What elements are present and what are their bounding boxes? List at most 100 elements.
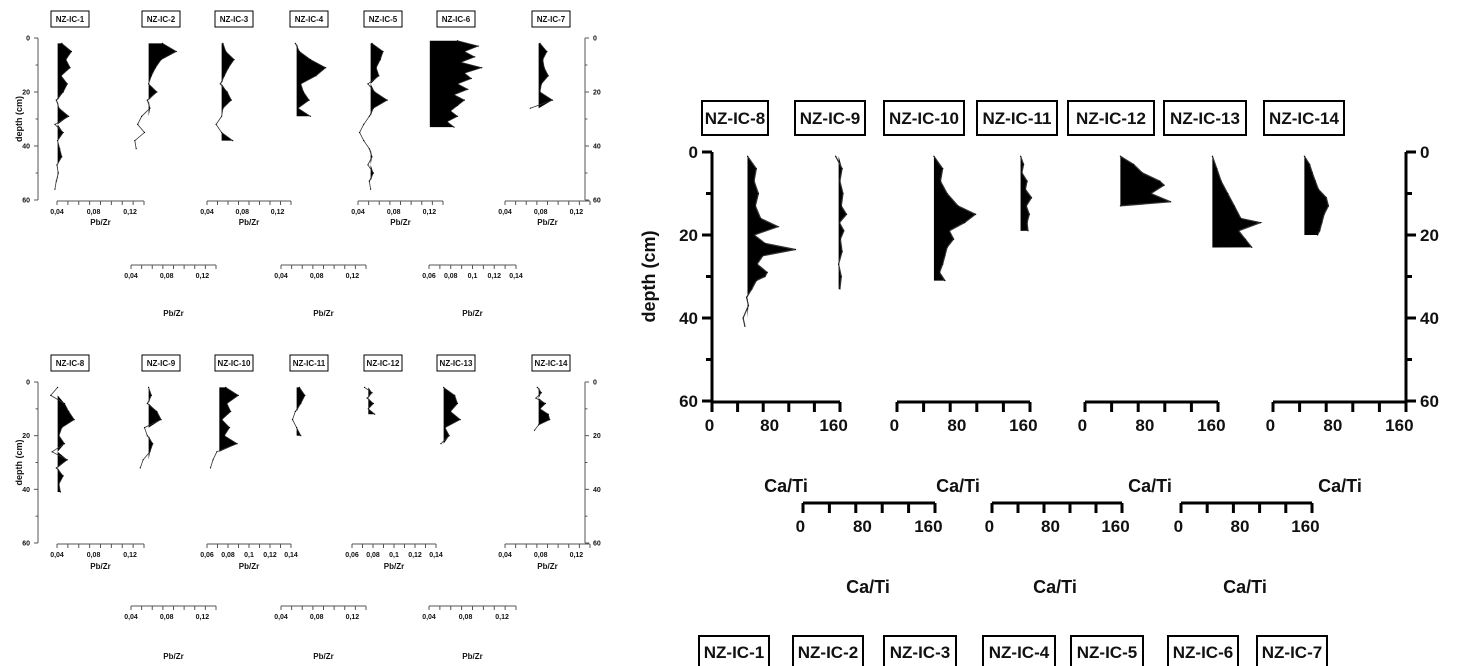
data-point <box>367 83 369 85</box>
data-point <box>1227 192 1229 195</box>
core-label-box <box>531 354 571 372</box>
data-point <box>363 140 365 142</box>
data-point <box>974 213 977 215</box>
data-point <box>547 413 549 415</box>
x-tick-label: 0,12 <box>495 614 509 621</box>
x-tick-label: 0,04 <box>124 614 138 621</box>
data-point <box>843 230 845 232</box>
series-fill-NZ-IC-14 <box>538 387 550 431</box>
core-label: NZ-IC-1 <box>56 15 85 24</box>
data-point <box>840 275 842 278</box>
data-point <box>148 386 150 388</box>
data-point <box>374 91 376 93</box>
data-point <box>55 99 57 101</box>
data-point <box>456 104 459 107</box>
data-point <box>467 88 469 90</box>
pbzr-top-y-tick-label-right: 0 <box>593 35 597 42</box>
pbzr-bottom-y-tick-label-right: 20 <box>593 433 601 440</box>
data-point <box>359 131 361 134</box>
data-point <box>453 94 455 96</box>
cati-y-tick-label-right: 60 <box>1420 392 1439 411</box>
cati-y-tick-label-left: 40 <box>679 309 698 328</box>
data-point <box>762 255 764 257</box>
data-point <box>948 230 950 232</box>
x-tick-label: 0,08 <box>310 273 324 280</box>
data-point <box>944 280 946 282</box>
core-label: NZ-IC-10 <box>889 109 959 128</box>
data-point <box>957 205 959 207</box>
x-tick-label: 0,12 <box>346 273 360 280</box>
core-label: NZ-IC-5 <box>369 15 398 24</box>
data-point <box>1233 205 1235 207</box>
data-point <box>236 443 238 445</box>
data-point <box>1028 213 1030 215</box>
data-point <box>375 67 377 69</box>
data-point <box>160 59 162 61</box>
series-fill-NZ-IC-10 <box>933 156 976 281</box>
data-point <box>841 168 843 170</box>
cati-y-tick-label-left: 20 <box>679 226 698 245</box>
pbzr-top-x-axis-title: Pb/Zr <box>163 309 183 318</box>
data-point <box>766 271 768 273</box>
core-label-box <box>1263 100 1345 136</box>
data-point <box>1303 155 1305 157</box>
core-label-box <box>141 354 181 372</box>
data-point <box>134 140 136 142</box>
data-point <box>233 59 235 61</box>
data-point <box>839 180 841 182</box>
data-point <box>296 427 298 429</box>
data-point <box>156 410 158 413</box>
data-point <box>456 40 459 42</box>
data-point <box>538 424 540 426</box>
data-point <box>54 188 56 190</box>
core-label-box <box>698 635 770 666</box>
core-label-box <box>1070 635 1144 666</box>
data-point <box>939 271 941 273</box>
data-point <box>228 427 231 429</box>
x-tick-label: 0,04 <box>274 273 288 280</box>
data-point <box>225 50 227 53</box>
series-line-NZ-IC-13 <box>1211 155 1263 248</box>
data-point <box>215 123 217 125</box>
data-point <box>55 180 57 182</box>
data-point <box>61 156 63 158</box>
data-point <box>386 99 388 101</box>
data-point <box>363 123 365 125</box>
data-point <box>367 164 369 166</box>
data-point <box>225 386 227 388</box>
data-point <box>61 42 63 45</box>
data-point <box>294 410 296 413</box>
x-tick-label: 0,1 <box>389 552 399 559</box>
pbzr-bottom-x-axis-title: Pb/Zr <box>462 652 482 661</box>
core-label: NZ-IC-1 <box>704 643 764 662</box>
core-label: NZ-IC-7 <box>537 15 566 24</box>
data-point <box>753 234 755 236</box>
pbzr-top-x-axis-title: Pb/Zr <box>313 309 333 318</box>
core-label: NZ-IC-14 <box>1269 109 1339 128</box>
data-point <box>1026 222 1028 224</box>
x-tick-label: 0,12 <box>123 209 137 216</box>
data-point <box>448 435 450 437</box>
cati-y-tick-label-right: 20 <box>1420 226 1439 245</box>
data-point <box>459 419 461 421</box>
x-tick-label: 0 <box>796 517 805 536</box>
x-tick-label: 0 <box>890 416 899 435</box>
x-tick-label: 0,04 <box>498 209 512 216</box>
data-point <box>160 419 162 421</box>
x-tick-label: 0,04 <box>50 552 64 559</box>
data-point <box>946 246 948 248</box>
data-point <box>547 75 549 77</box>
data-point <box>209 467 212 469</box>
data-point <box>1314 180 1316 182</box>
core-label-box <box>289 354 329 372</box>
data-point <box>1211 155 1213 157</box>
data-point <box>146 99 148 101</box>
data-point <box>777 226 779 228</box>
data-point <box>300 402 302 405</box>
data-point <box>1027 230 1029 232</box>
core-label: NZ-IC-8 <box>705 109 765 128</box>
data-point <box>551 99 554 101</box>
data-point <box>795 248 797 251</box>
x-tick-label: 0,12 <box>271 209 285 216</box>
